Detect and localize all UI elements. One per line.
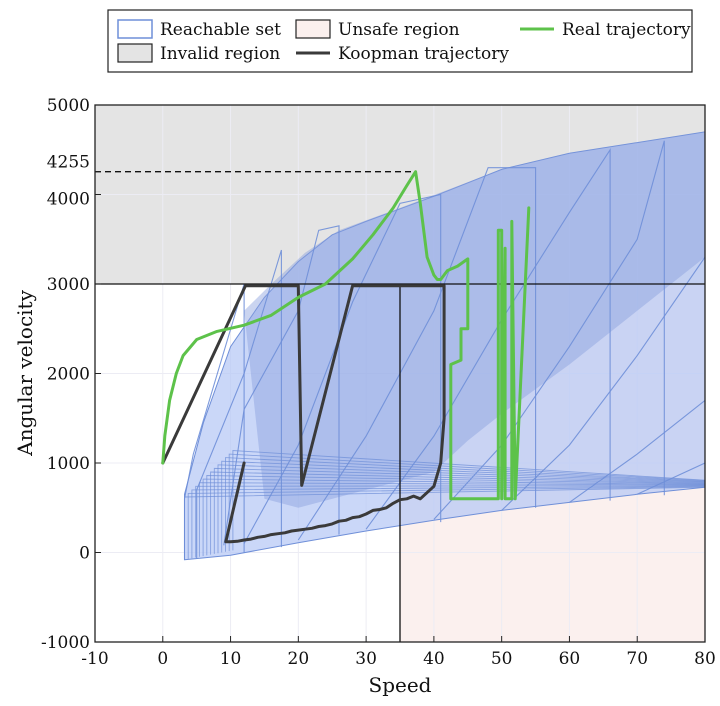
reachable-set-boundary — [198, 482, 705, 557]
y-tick-label: 2000 — [47, 365, 90, 385]
x-tick-label: 70 — [626, 649, 648, 669]
reachable-set-boundary — [210, 471, 705, 555]
legend-label-invalid-region: Invalid region — [160, 44, 280, 64]
reachable-set-boundary — [202, 478, 705, 557]
reachable-set-boundary — [195, 485, 705, 558]
reachable-set-boundary — [365, 147, 611, 530]
y-tick-label: 0 — [79, 544, 90, 564]
reachable-set-boundary — [191, 485, 705, 559]
y-axis-label: Angular velocity — [13, 289, 37, 456]
reachable-set-boundary — [213, 467, 705, 554]
trajectories-layer — [161, 170, 531, 544]
x-tick-label: 30 — [355, 649, 377, 669]
y-tick-label: 3000 — [47, 275, 90, 295]
legend-label-reachable-set: Reachable set — [160, 20, 281, 40]
legend-label-real-trajectory: Real trajectory — [562, 20, 691, 40]
x-tick-label: 80 — [694, 649, 716, 669]
koopman-trajectory-line — [161, 284, 446, 544]
real-trajectory-line — [161, 170, 531, 501]
reachable-set-boundary — [221, 460, 705, 553]
reachable-set-boundary — [225, 457, 705, 552]
x-tick-label: 60 — [559, 649, 581, 669]
reachable-set-boundary — [243, 193, 442, 544]
legend: Reachable set Invalid region Unsafe regi… — [107, 9, 693, 73]
x-axis-label: Speed — [369, 673, 432, 697]
reachable-set-boundary — [297, 167, 537, 541]
x-tick-label: 20 — [288, 649, 310, 669]
legend-label-unsafe-region: Unsafe region — [338, 20, 460, 40]
y-tick-label: 4255 — [47, 153, 90, 173]
reachable-set-boundary — [206, 475, 705, 556]
y-tick-label: 4000 — [47, 190, 90, 210]
x-tick-label: -10 — [81, 649, 108, 669]
x-tick-label: 50 — [491, 649, 513, 669]
reachable-set-boundary — [196, 249, 282, 559]
legend-frame — [107, 9, 693, 73]
x-tick-label: 40 — [423, 649, 445, 669]
reachable-set-dense-band — [244, 131, 705, 508]
reachable-set-boundary — [228, 453, 705, 552]
x-tick-label: 10 — [220, 649, 242, 669]
y-tick-label: 5000 — [47, 96, 90, 116]
reachable-set-boundary — [569, 399, 705, 503]
legend-swatch-invalid-region — [117, 43, 153, 63]
y-tick-label: 1000 — [47, 454, 90, 474]
reachable-set-boundary — [184, 486, 705, 560]
reachable-set-boundary — [433, 140, 665, 520]
legend-swatch-unsafe-region — [295, 19, 331, 39]
reachable-set-boundary — [187, 486, 705, 559]
legend-swatch-reachable-set — [117, 19, 153, 39]
x-tick-label: 0 — [157, 649, 168, 669]
legend-label-koopman-trajectory: Koopman trajectory — [338, 44, 509, 64]
reachable-set-boundary — [217, 464, 705, 554]
reference-lines-layer — [95, 171, 705, 642]
y-tick-label: -1000 — [41, 633, 90, 653]
ticks-layer: -10 0 10 20 30 40 50 60 70 80 -1000 0 1000 2000 3000 40… — [41, 96, 716, 669]
reachable-set-boundary — [223, 225, 340, 546]
